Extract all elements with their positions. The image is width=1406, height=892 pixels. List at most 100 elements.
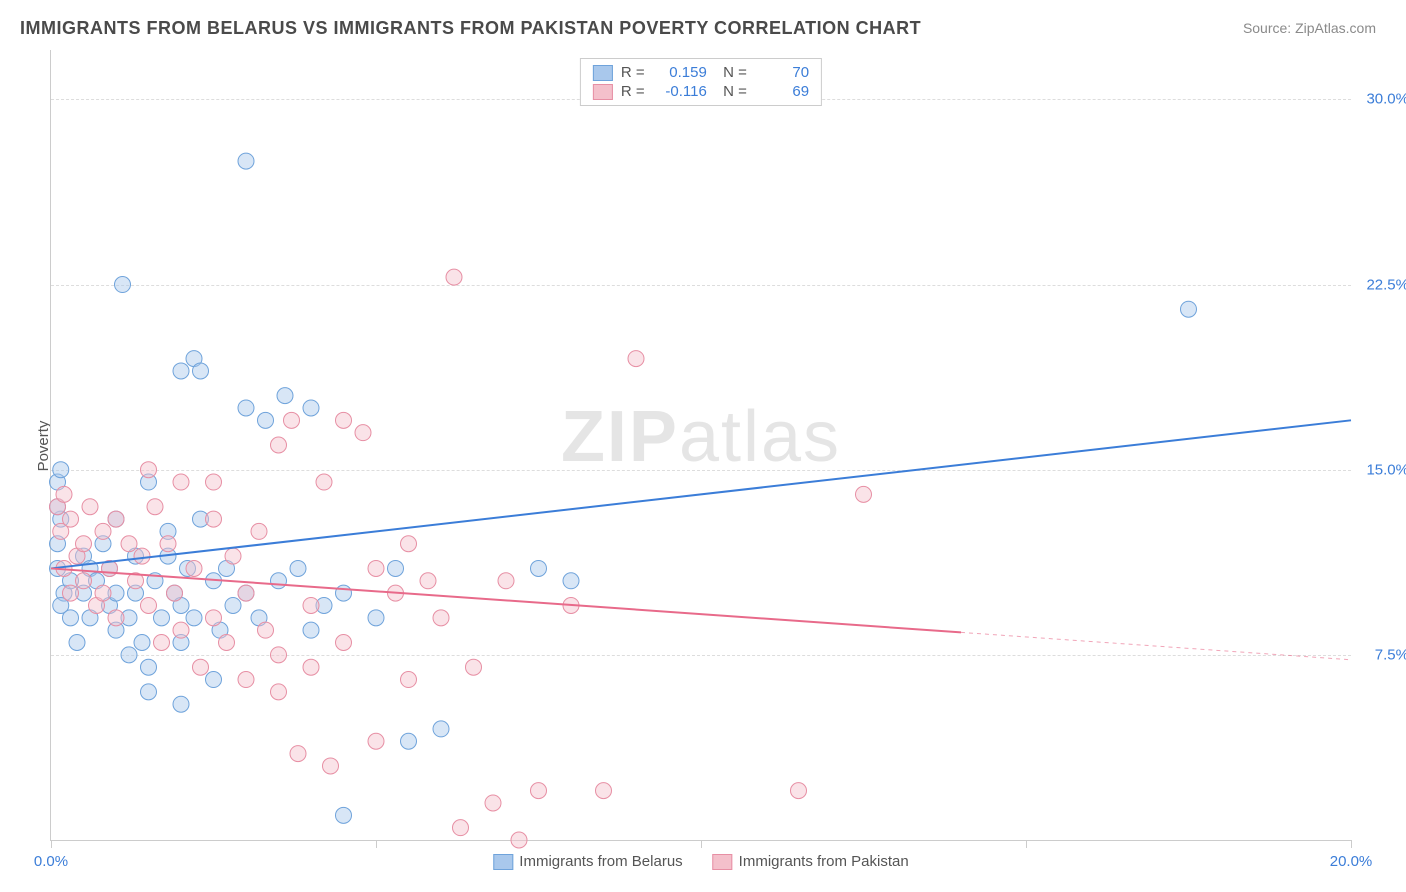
chart-svg [51, 50, 1351, 840]
y-tick-label: 15.0% [1366, 461, 1406, 478]
data-point [303, 400, 319, 416]
data-point [238, 585, 254, 601]
legend-swatch [493, 854, 513, 870]
data-point [238, 672, 254, 688]
data-point [336, 412, 352, 428]
data-point [108, 610, 124, 626]
data-point [206, 610, 222, 626]
data-point [154, 635, 170, 651]
data-point [258, 622, 274, 638]
data-point [173, 474, 189, 490]
data-point [303, 659, 319, 675]
data-point [63, 585, 79, 601]
data-point [115, 277, 131, 293]
data-point [206, 672, 222, 688]
data-point [193, 659, 209, 675]
legend-series-name: Immigrants from Belarus [519, 853, 682, 870]
data-point [154, 610, 170, 626]
data-point [401, 536, 417, 552]
data-point [193, 363, 209, 379]
data-point [271, 573, 287, 589]
data-point [121, 536, 137, 552]
x-tick [1026, 840, 1027, 848]
data-point [206, 511, 222, 527]
data-point [368, 610, 384, 626]
data-point [251, 523, 267, 539]
x-tick-label: 0.0% [34, 853, 68, 870]
data-point [1181, 301, 1197, 317]
data-point [173, 363, 189, 379]
data-point [167, 585, 183, 601]
data-point [134, 548, 150, 564]
x-tick-label: 20.0% [1330, 853, 1373, 870]
y-tick-label: 30.0% [1366, 91, 1406, 108]
data-point [238, 400, 254, 416]
data-point [446, 269, 462, 285]
data-point [121, 647, 137, 663]
data-point [186, 560, 202, 576]
data-point [401, 733, 417, 749]
data-point [69, 635, 85, 651]
data-point [420, 573, 436, 589]
data-point [290, 746, 306, 762]
data-point [466, 659, 482, 675]
legend-swatch [713, 854, 733, 870]
data-point [53, 462, 69, 478]
data-point [160, 536, 176, 552]
chart-title: IMMIGRANTS FROM BELARUS VS IMMIGRANTS FR… [20, 18, 921, 39]
data-point [284, 412, 300, 428]
data-point [186, 610, 202, 626]
data-point [271, 684, 287, 700]
data-point [108, 511, 124, 527]
data-point [433, 721, 449, 737]
data-point [147, 499, 163, 515]
data-point [336, 585, 352, 601]
x-tick [376, 840, 377, 848]
source-label: Source: ZipAtlas.com [1243, 20, 1376, 36]
data-point [511, 832, 527, 848]
data-point [225, 548, 241, 564]
x-tick [51, 840, 52, 848]
y-tick-label: 7.5% [1375, 646, 1406, 663]
data-point [258, 412, 274, 428]
data-point [531, 560, 547, 576]
data-point [453, 820, 469, 836]
x-tick [701, 840, 702, 848]
data-point [173, 622, 189, 638]
data-point [316, 474, 332, 490]
trend-line-extrapolated [961, 632, 1351, 659]
data-point [485, 795, 501, 811]
data-point [323, 758, 339, 774]
data-point [95, 523, 111, 539]
data-point [219, 635, 235, 651]
data-point [206, 474, 222, 490]
data-point [531, 783, 547, 799]
data-point [76, 536, 92, 552]
data-point [173, 696, 189, 712]
legend-series-name: Immigrants from Pakistan [739, 853, 909, 870]
data-point [856, 486, 872, 502]
data-point [141, 684, 157, 700]
bottom-legend: Immigrants from Belarus Immigrants from P… [493, 853, 908, 870]
data-point [563, 573, 579, 589]
trend-line [51, 420, 1351, 568]
data-point [82, 499, 98, 515]
data-point [336, 807, 352, 823]
data-point [141, 462, 157, 478]
data-point [368, 733, 384, 749]
data-point [95, 585, 111, 601]
data-point [225, 597, 241, 613]
data-point [355, 425, 371, 441]
data-point [336, 635, 352, 651]
data-point [63, 610, 79, 626]
data-point [628, 351, 644, 367]
data-point [238, 153, 254, 169]
data-point [141, 659, 157, 675]
data-point [271, 437, 287, 453]
data-point [134, 635, 150, 651]
data-point [596, 783, 612, 799]
data-point [303, 622, 319, 638]
data-point [388, 560, 404, 576]
data-point [277, 388, 293, 404]
data-point [290, 560, 306, 576]
